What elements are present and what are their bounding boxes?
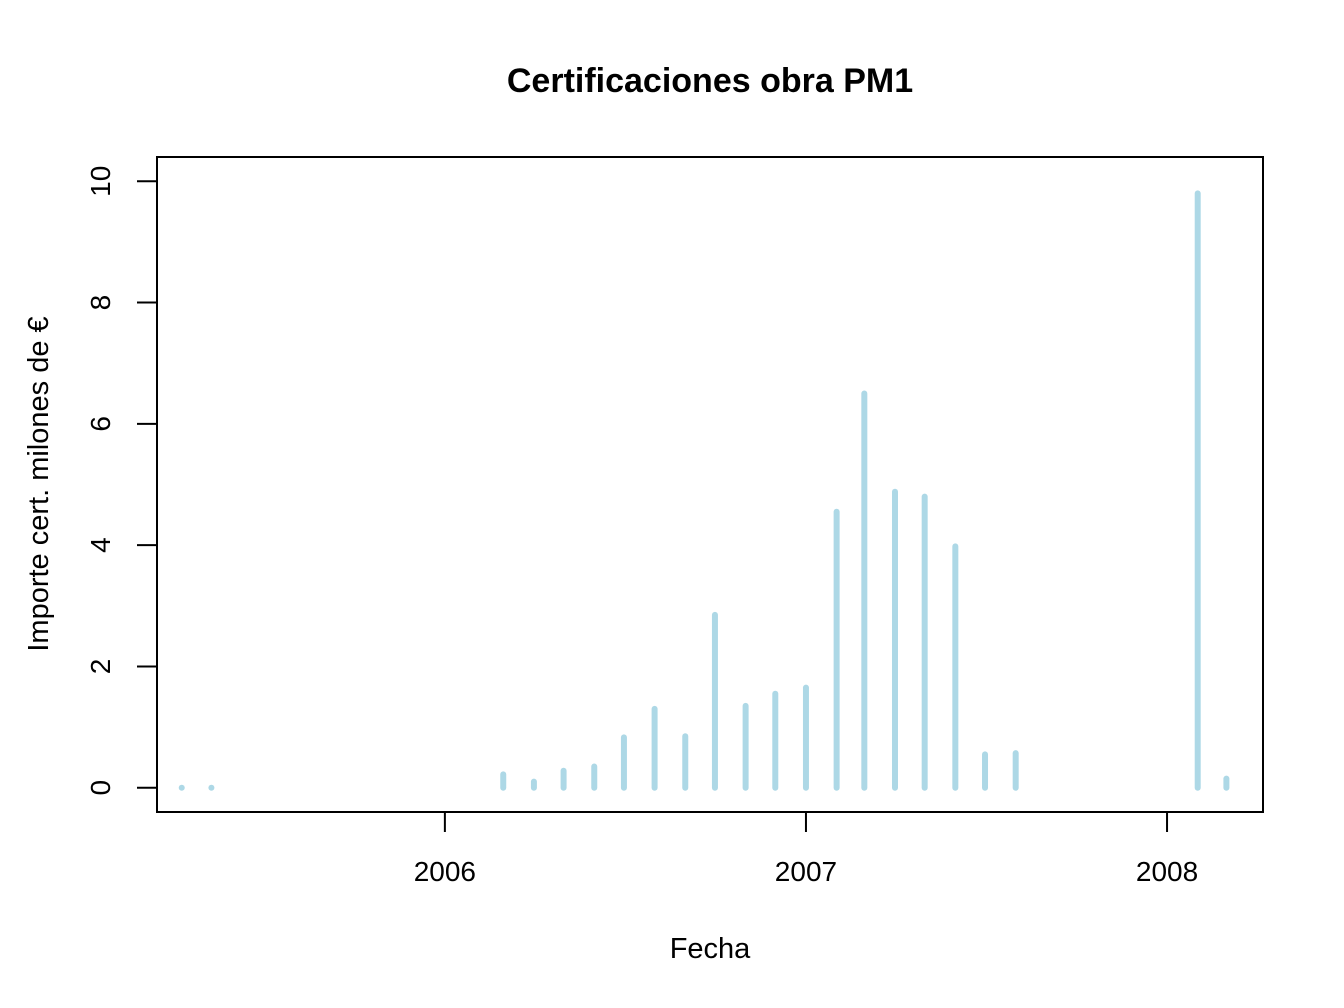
x-tick-label: 2006 [414,856,476,887]
y-tick-label: 6 [85,416,116,432]
x-tick-label: 2007 [775,856,837,887]
y-tick-label: 2 [85,659,116,675]
y-tick-label: 0 [85,780,116,796]
y-axis-label: Importe cert. milones de € [23,316,55,651]
bar-series [178,190,1230,791]
chart-title: Certificaciones obra PM1 [507,62,913,100]
x-axis: 2006 2007 2008 [414,811,1198,887]
y-axis: 0 2 4 6 8 10 [85,166,158,796]
y-tick-label: 4 [85,537,116,553]
x-axis-label: Fecha [670,933,751,965]
y-tick-label: 10 [85,166,116,197]
x-tick-label: 2008 [1136,856,1198,887]
y-tick-label: 8 [85,295,116,311]
plot-frame [156,156,1264,813]
